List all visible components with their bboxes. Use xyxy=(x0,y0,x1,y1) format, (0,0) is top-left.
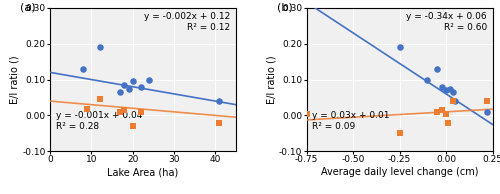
Point xyxy=(450,91,458,94)
X-axis label: Lake Area (ha): Lake Area (ha) xyxy=(108,167,178,177)
Point xyxy=(442,89,450,92)
Point xyxy=(120,108,128,112)
Point xyxy=(450,100,458,103)
Point xyxy=(83,107,91,111)
Text: y = -0.34x + 0.06
R² = 0.60: y = -0.34x + 0.06 R² = 0.60 xyxy=(406,12,487,32)
Point xyxy=(116,110,124,113)
Point xyxy=(124,87,132,90)
Point xyxy=(116,91,124,94)
Point xyxy=(137,110,145,113)
Point xyxy=(128,125,136,128)
Point xyxy=(396,46,404,49)
Point xyxy=(302,112,310,115)
Point xyxy=(137,85,145,88)
X-axis label: Average daily level change (cm): Average daily level change (cm) xyxy=(321,167,478,177)
Point xyxy=(424,78,432,81)
Point xyxy=(483,100,491,103)
Text: y = -0.002x + 0.12
R² = 0.12: y = -0.002x + 0.12 R² = 0.12 xyxy=(144,12,231,32)
Point xyxy=(438,85,446,88)
Point xyxy=(442,112,450,115)
Point xyxy=(216,100,224,103)
Point xyxy=(452,100,460,103)
Point xyxy=(120,83,128,87)
Point xyxy=(483,110,491,113)
Y-axis label: E/I ratio (): E/I ratio () xyxy=(10,55,20,104)
Y-axis label: E/I ratio (): E/I ratio () xyxy=(266,55,276,104)
Point xyxy=(438,108,446,112)
Point xyxy=(444,121,452,124)
Point xyxy=(432,110,440,113)
Point xyxy=(216,121,224,124)
Point xyxy=(432,67,440,70)
Point xyxy=(446,87,454,90)
Point xyxy=(96,98,104,101)
Text: y = -0.001x + 0.04
R² = 0.28: y = -0.001x + 0.04 R² = 0.28 xyxy=(56,111,142,131)
Point xyxy=(96,46,104,49)
Point xyxy=(145,78,153,81)
Point xyxy=(128,80,136,83)
Text: (a): (a) xyxy=(20,2,36,12)
Point xyxy=(396,132,404,135)
Text: (b): (b) xyxy=(277,2,292,12)
Text: y = 0.03x + 0.01
R² = 0.09: y = 0.03x + 0.01 R² = 0.09 xyxy=(312,111,390,131)
Point xyxy=(79,67,87,70)
